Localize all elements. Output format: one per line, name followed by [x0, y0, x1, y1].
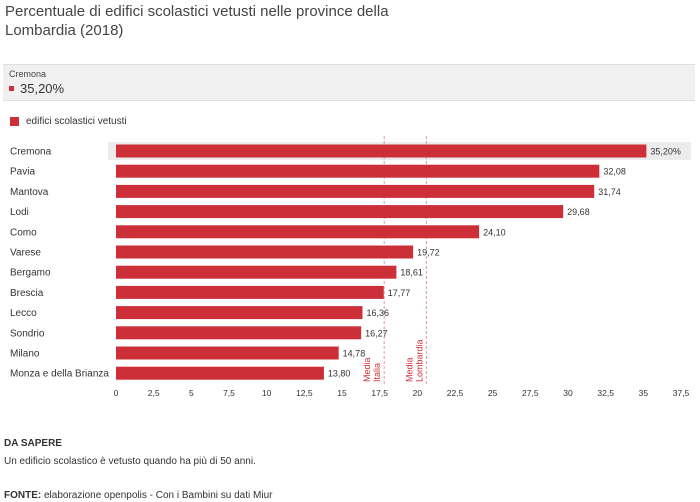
category-label: Bergamo: [10, 268, 51, 279]
category-label: Lecco: [10, 308, 37, 319]
chart-title: Percentuale di edifici scolastici vetust…: [5, 3, 389, 39]
legend-item[interactable]: edifici scolastici vetusti: [10, 116, 127, 127]
bar-value-label: 16,27: [365, 328, 388, 338]
bar: [116, 346, 339, 360]
bar-value-label: 29,68: [567, 207, 590, 217]
x-tick-label: 30: [563, 388, 573, 398]
category-label: Mantova: [10, 187, 49, 198]
note-text: Un edificio scolastico è vetusto quando …: [4, 456, 256, 467]
x-tick-label: 7,5: [223, 388, 235, 398]
bar: [116, 144, 647, 158]
category-label: Lodi: [10, 207, 29, 218]
bar-value-label: 16,36: [366, 308, 389, 318]
tooltip-label: Cremona: [9, 69, 47, 79]
bar: [116, 366, 324, 380]
category-label: Milano: [10, 349, 40, 360]
x-tick-label: 35: [639, 388, 649, 398]
source-line: FONTE: elaborazione openpolis - Con i Ba…: [4, 490, 272, 501]
bar-value-label: 24,10: [483, 227, 506, 237]
bar: [116, 306, 363, 320]
bar: [116, 245, 414, 259]
x-tick-label: 12,5: [296, 388, 313, 398]
x-tick-label: 27,5: [522, 388, 539, 398]
category-label: Monza e della Brianza: [10, 369, 109, 380]
category-label: Varese: [10, 248, 41, 259]
x-tick-label: 20: [413, 388, 423, 398]
note-heading: DA SAPERE: [4, 438, 62, 449]
tooltip-swatch: [9, 86, 14, 91]
bar: [116, 184, 595, 198]
reference-line-label: Media: [362, 357, 372, 382]
bar-value-label: 14,78: [343, 349, 366, 359]
tooltip-value: 35,20%: [20, 81, 65, 96]
tooltip-value-row: 35,20%: [9, 81, 64, 96]
x-tick-label: 37,5: [673, 388, 690, 398]
bar: [116, 285, 384, 299]
x-tick-label: 10: [262, 388, 272, 398]
legend-swatch: [10, 117, 19, 126]
category-label: Pavia: [10, 167, 35, 178]
x-tick-label: 15: [337, 388, 347, 398]
bar-value-label: 31,74: [598, 187, 621, 197]
bar: [116, 205, 564, 219]
source-text: elaborazione openpolis - Con i Bambini s…: [41, 490, 273, 501]
category-label: Sondrio: [10, 328, 45, 339]
category-label: Como: [10, 227, 37, 238]
tooltip-panel: Cremona 35,20%: [3, 64, 695, 101]
bar: [116, 326, 362, 340]
bar: [116, 164, 600, 178]
reference-line-label: Italia: [372, 363, 382, 382]
category-label: Brescia: [10, 288, 44, 299]
x-tick-label: 22,5: [447, 388, 464, 398]
x-tick-label: 5: [189, 388, 194, 398]
bar: [116, 265, 397, 279]
reference-line-label: Lombardia: [414, 339, 424, 382]
x-tick-label: 32,5: [597, 388, 614, 398]
x-tick-label: 0: [114, 388, 119, 398]
bar-value-label: 32,08: [603, 167, 626, 177]
bar-value-label: 13,80: [328, 369, 351, 379]
reference-line-label: Media: [404, 357, 414, 382]
bar-value-label: 19,72: [417, 248, 440, 258]
category-label: Cremona: [10, 147, 52, 158]
bar-value-label: 35,20%: [650, 147, 681, 157]
x-tick-label: 2,5: [148, 388, 160, 398]
source-label: FONTE:: [4, 490, 42, 501]
x-tick-label: 17,5: [371, 388, 388, 398]
legend-label: edifici scolastici vetusti: [26, 116, 127, 127]
bar: [116, 225, 480, 239]
bar-value-label: 17,77: [388, 288, 411, 298]
x-tick-label: 25: [488, 388, 498, 398]
bar-value-label: 18,61: [400, 268, 423, 278]
